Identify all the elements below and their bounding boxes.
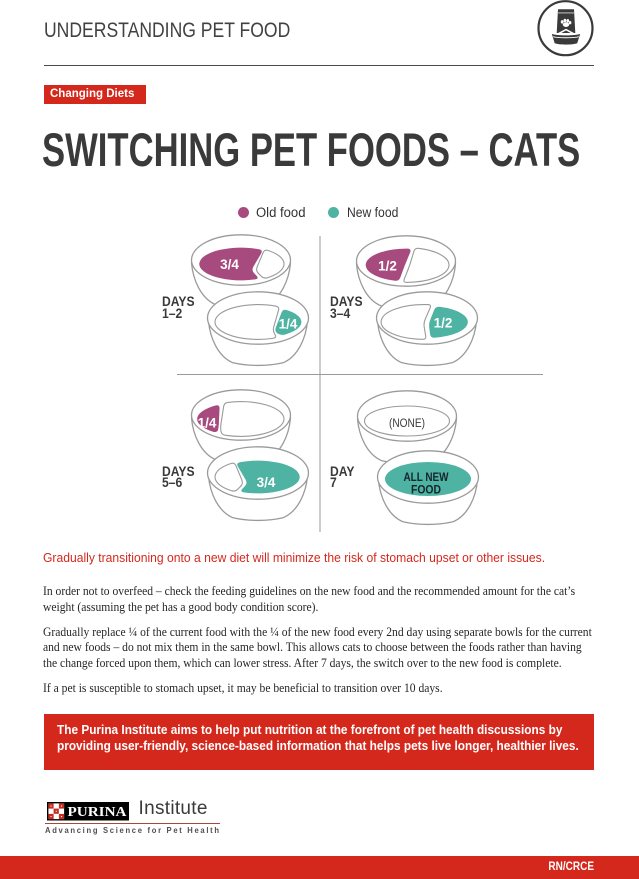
svg-text:ALL NEW: ALL NEW (404, 472, 449, 484)
svg-text:PURINA: PURINA (68, 805, 128, 820)
svg-text:3/4: 3/4 (220, 257, 239, 272)
svg-text:(NONE): (NONE) (389, 418, 425, 430)
svg-text:1/4: 1/4 (198, 416, 217, 431)
svg-text:1/2: 1/2 (378, 259, 397, 274)
svg-text:FOOD: FOOD (411, 485, 441, 497)
svg-text:1/4: 1/4 (279, 317, 298, 332)
svg-text:3/4: 3/4 (257, 475, 276, 490)
svg-text:1/2: 1/2 (434, 316, 453, 331)
